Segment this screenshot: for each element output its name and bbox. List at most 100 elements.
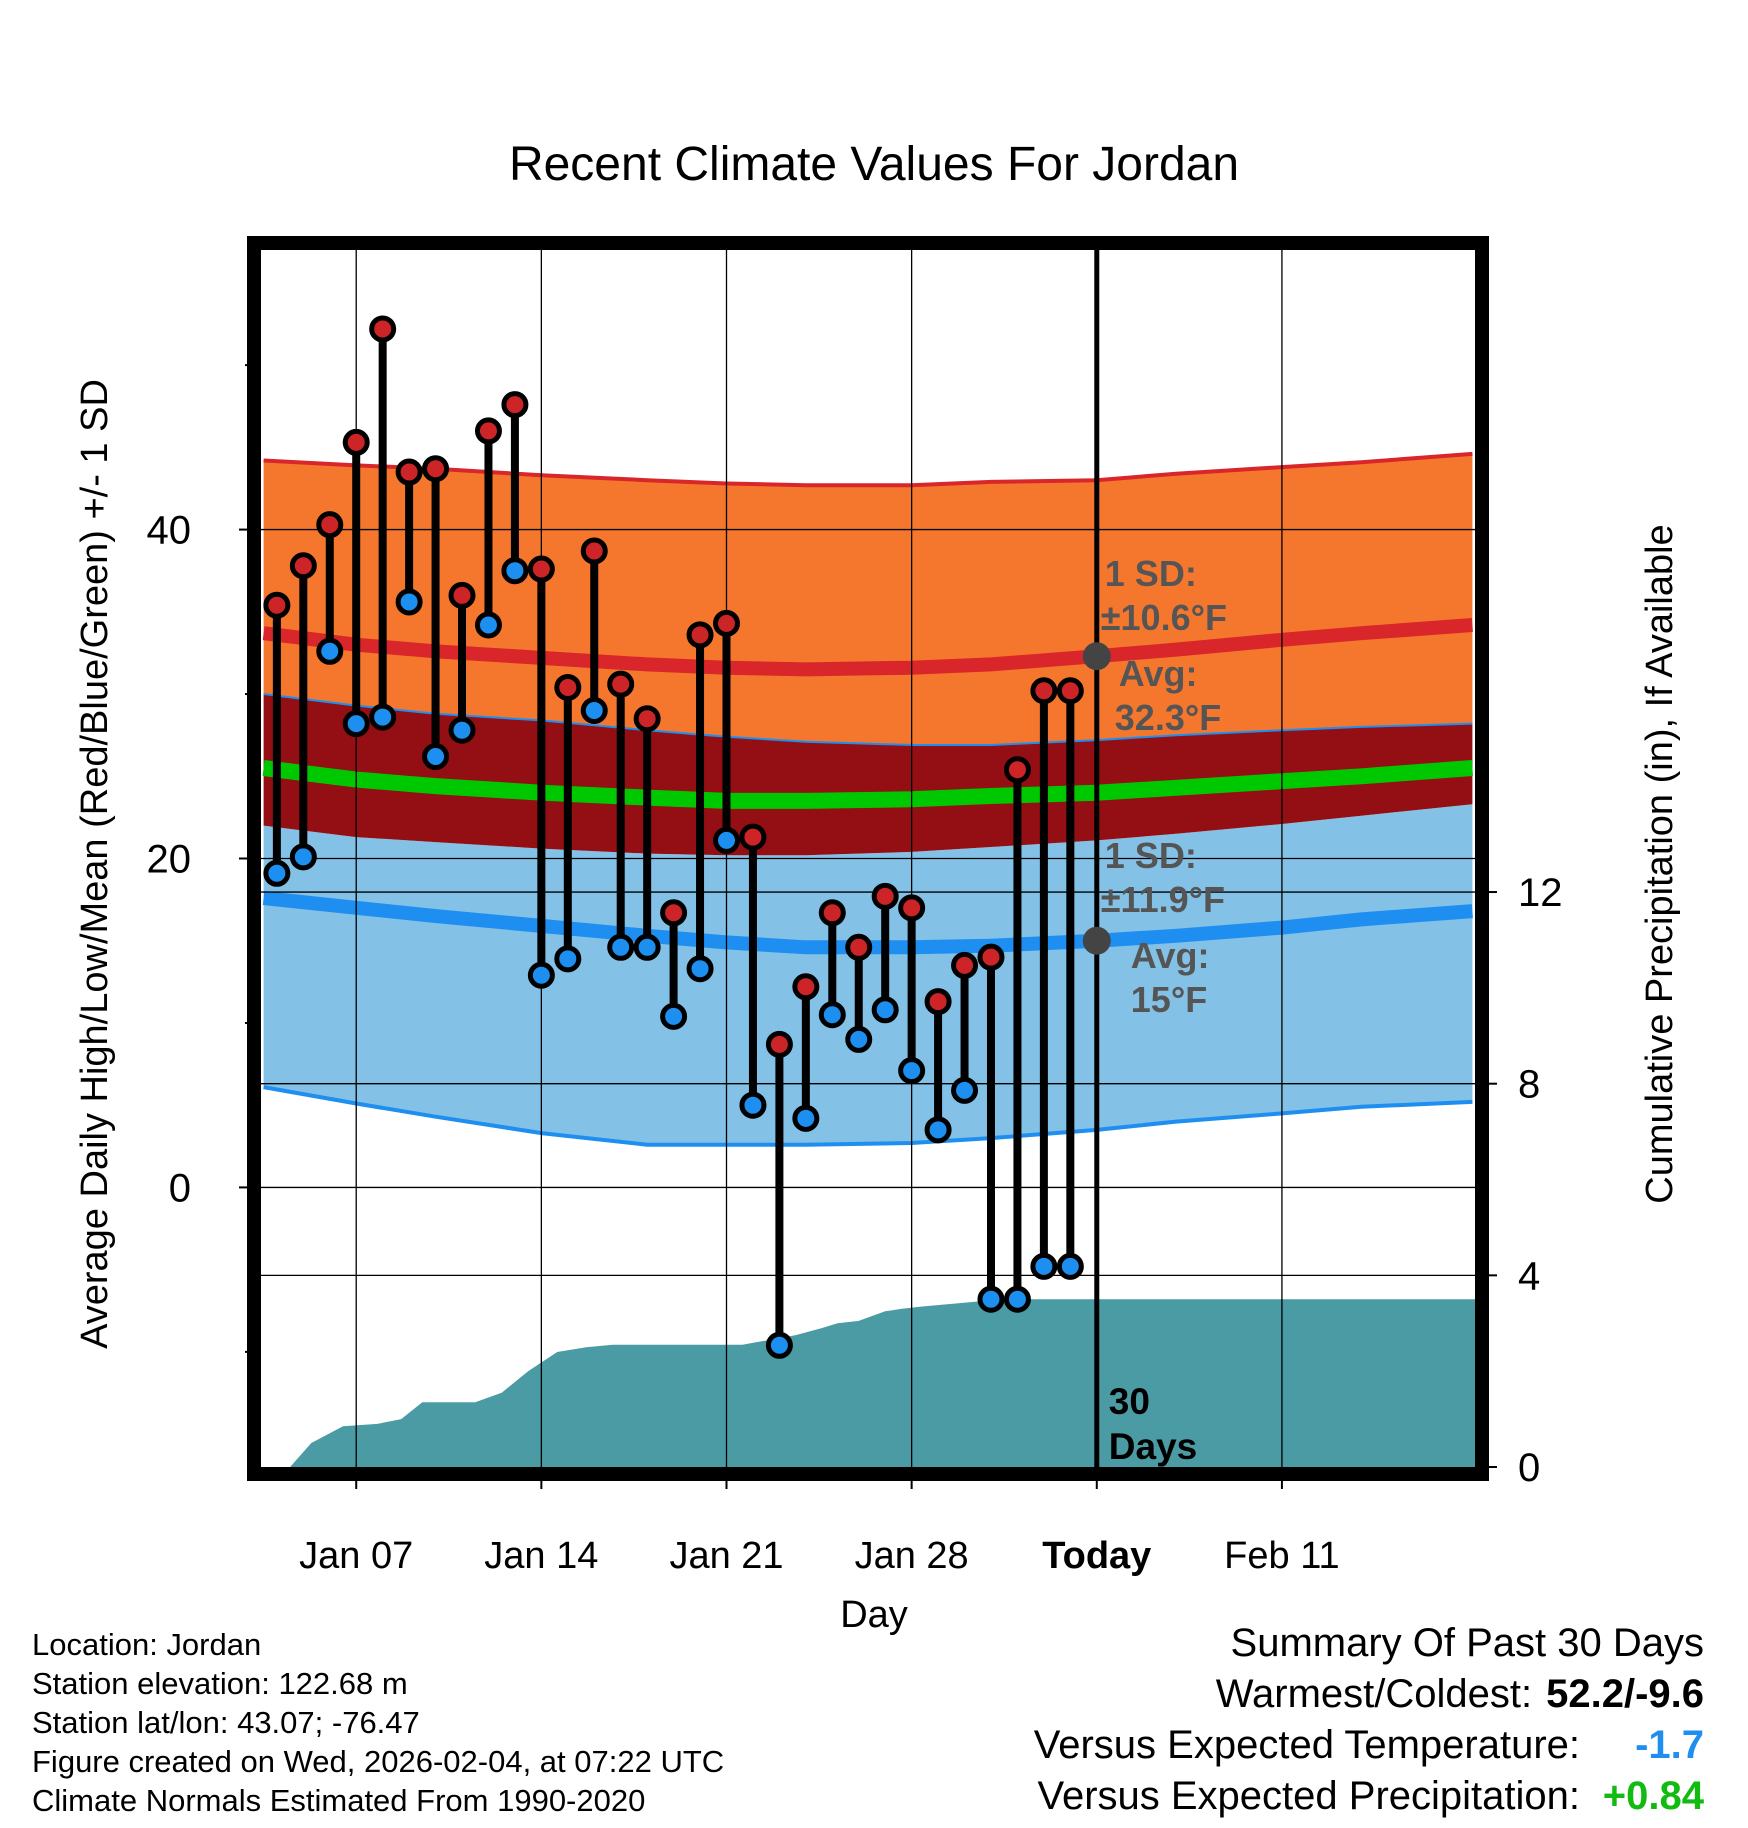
summary-title: Summary Of Past 30 Days	[1230, 1621, 1704, 1665]
created-text: Figure created on Wed, 2026-02-04, at 07…	[32, 1744, 725, 1779]
temp-departure-label: Versus Expected Temperature:	[1033, 1723, 1580, 1767]
x-tick-label: Jan 14	[484, 1535, 598, 1577]
y-tick-label: 20	[147, 838, 192, 882]
location-text: Location: Jordan	[32, 1627, 262, 1662]
low-avg-label: Avg:	[1131, 935, 1210, 976]
summary-precip-row: Versus Expected Precipitation: +0.84	[1034, 1771, 1704, 1822]
low-temp-point	[607, 933, 635, 961]
precipitation-area	[290, 1299, 1475, 1467]
high-temp-point	[712, 609, 740, 637]
high-temp-point	[898, 894, 926, 922]
high-sd-band	[263, 453, 1473, 745]
low-temp-point	[871, 996, 899, 1024]
low-temp-point	[395, 588, 423, 616]
low-temp-point	[660, 1002, 688, 1030]
precip-area	[290, 1299, 1475, 1467]
low-temp-point	[845, 1025, 873, 1053]
high-temp-point	[660, 899, 688, 927]
precip-departure-value: +0.84	[1602, 1774, 1704, 1818]
high-avg-label: Avg:	[1119, 653, 1198, 694]
high-temp-point	[818, 899, 846, 927]
low-temp-point	[263, 859, 291, 887]
high-temp-point	[792, 973, 820, 1001]
warmest-label: Warmest/Coldest:	[1215, 1672, 1533, 1716]
high-temp-point	[845, 933, 873, 961]
low-temp-point	[289, 843, 317, 871]
high-avg-value: 32.3°F	[1115, 697, 1221, 738]
high-temp-point	[554, 673, 582, 701]
high-sd-value: ±10.6°F	[1101, 597, 1227, 638]
high-temp-point	[633, 705, 661, 733]
low-temp-point	[527, 961, 555, 989]
normal-mean-line	[262, 760, 1473, 809]
low-temp-point	[1003, 1285, 1031, 1313]
x-tick-label: Jan 07	[299, 1535, 413, 1577]
precip-departure-label: Versus Expected Precipitation:	[1037, 1774, 1580, 1818]
axes: Jan 07 Jan 14 Jan 21 Jan 28 Today Feb 1102040…	[147, 236, 1563, 1577]
low-temp-point	[342, 710, 370, 738]
high-temp-point	[501, 391, 529, 419]
low-sd-band	[263, 804, 1473, 1145]
elevation-text: Station elevation: 122.68 m	[32, 1666, 408, 1701]
high-temp-point	[686, 621, 714, 649]
low-temp-point	[924, 1116, 952, 1144]
temp-departure-value: -1.7	[1635, 1723, 1704, 1767]
high-temp-point	[1056, 677, 1084, 705]
y2-axis-label: Cumulative Precipitation (in), If Availa…	[1639, 524, 1681, 1203]
high-temp-point	[607, 670, 635, 698]
high-temp-point	[871, 882, 899, 910]
latlon-text: Station lat/lon: 43.07; -76.47	[32, 1705, 420, 1740]
low-temp-point	[977, 1285, 1005, 1313]
high-temp-point	[1030, 677, 1058, 705]
low-temp-point	[792, 1104, 820, 1132]
high-temp-point	[1003, 756, 1031, 784]
low-temp-point	[448, 716, 476, 744]
high-temp-point	[316, 511, 344, 539]
today-days-count: 30	[1109, 1381, 1150, 1422]
normals-text: Climate Normals Estimated From 1990-2020	[32, 1783, 646, 1818]
low-temp-point	[474, 611, 502, 639]
low-temp-point	[686, 955, 714, 983]
low-temp-point	[898, 1057, 926, 1085]
y-tick-label: 40	[147, 509, 192, 553]
low-temp-point	[765, 1331, 793, 1359]
high-temp-point	[765, 1030, 793, 1058]
high-temp-point	[448, 581, 476, 609]
y2-tick-label: 12	[1518, 871, 1563, 915]
high-temp-point	[395, 458, 423, 486]
high-temp-point	[289, 552, 317, 580]
high-temp-point	[977, 943, 1005, 971]
low-temp-point	[739, 1091, 767, 1119]
station-info: Location: Jordan Station elevation: 122.…	[32, 1625, 724, 1820]
low-temp-point	[554, 945, 582, 973]
x-tick-label: Jan 28	[855, 1535, 969, 1577]
low-temp-point	[951, 1076, 979, 1104]
high-upper-line	[263, 451, 1473, 488]
high-temp-point	[739, 823, 767, 851]
high-temp-point	[422, 455, 450, 483]
summary-warmest-row: Warmest/Coldest: 52.2/-9.6	[1034, 1669, 1704, 1720]
summary-panel: Summary Of Past 30 Days Warmest/Coldest:…	[1034, 1618, 1704, 1822]
y2-tick-label: 8	[1518, 1063, 1540, 1107]
x-axis-label: Day	[840, 1594, 908, 1636]
low-temp-point	[818, 1001, 846, 1029]
low-temp-point	[1056, 1252, 1084, 1280]
low-temp-point	[633, 933, 661, 961]
y-tick-label: 0	[169, 1166, 191, 1210]
low-avg-marker	[1082, 926, 1111, 955]
high-temp-point	[527, 555, 555, 583]
high-temp-point	[342, 428, 370, 456]
grid-lines	[261, 250, 1475, 1467]
high-sd-label: 1 SD:	[1105, 553, 1197, 594]
normal-high-line	[262, 618, 1473, 677]
low-temp-point	[316, 637, 344, 665]
high-temp-point	[924, 988, 952, 1016]
x-tick-label: Jan 21	[669, 1535, 783, 1577]
low-sd-label: 1 SD:	[1105, 835, 1197, 876]
low-temp-point	[580, 696, 608, 724]
low-sd-value: ±11.9°F	[1101, 879, 1225, 920]
high-lower-edge	[263, 693, 1473, 746]
low-temp-point	[501, 557, 529, 585]
